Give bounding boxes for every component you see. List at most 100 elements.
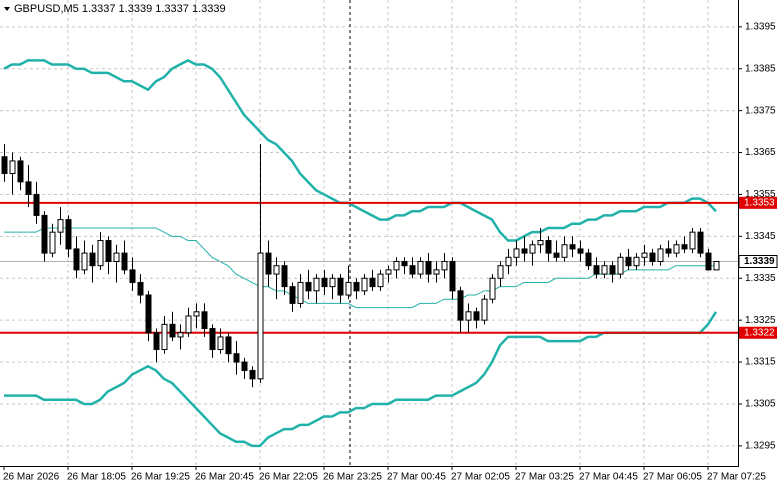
candles (1, 144, 720, 388)
candle-body (289, 286, 296, 304)
candle-body (17, 160, 24, 183)
candle-body (425, 260, 432, 275)
candle-body (329, 277, 336, 288)
y-tick-label: 1.3385 (745, 63, 776, 74)
y-tick-label: 1.3355 (745, 189, 776, 200)
candle-body (257, 252, 264, 380)
level-tag (739, 326, 777, 339)
y-tick-label: 1.3365 (745, 147, 776, 158)
candle-body (49, 231, 56, 254)
candle-body (113, 252, 120, 262)
candle-body (81, 252, 88, 271)
candle-body (505, 256, 512, 267)
candle-body (561, 244, 568, 258)
candle-body (201, 311, 208, 330)
y-tick-label: 1.3335 (745, 273, 776, 284)
x-tick-label: 26 Mar 20:45 (195, 472, 254, 483)
candle-body (9, 160, 16, 174)
candle-body (457, 290, 464, 321)
y-tick-label: 1.3325 (745, 315, 776, 326)
x-tick-label: 27 Mar 07:25 (707, 472, 766, 483)
candle-body (121, 252, 128, 271)
candle-body (393, 260, 400, 271)
candle-body (33, 193, 40, 216)
y-tick-label: 1.3295 (745, 441, 776, 452)
candle-body (441, 260, 448, 271)
candle-body (145, 294, 152, 334)
candle-body (377, 273, 384, 288)
candle-body (225, 336, 232, 355)
axis-labels: 1.3295 1.3305 1.3315 1.3325 1.3335 1.3345 1.33… (3, 21, 778, 483)
x-tick-label: 27 Mar 03:25 (515, 472, 574, 483)
candle-body (369, 277, 376, 288)
level-tag-label: 1.3322 (744, 327, 775, 338)
axes (0, 0, 739, 467)
level-tag-label: 1.3353 (744, 197, 775, 208)
candle-body (681, 244, 688, 250)
candle-body (481, 298, 488, 321)
candle-body (105, 240, 112, 262)
candle-body (73, 248, 80, 271)
candle-body (97, 240, 104, 267)
candle-body (169, 323, 176, 338)
candle-body (601, 265, 608, 275)
candle-body (297, 281, 304, 304)
candle-body (521, 248, 528, 254)
candle-body (665, 248, 672, 254)
candle-body (409, 265, 416, 275)
candle-body (209, 328, 216, 350)
title-arrow (4, 7, 10, 11)
y-tick-label: 1.3345 (745, 231, 776, 242)
candle-body (433, 269, 440, 275)
candle-body (305, 281, 312, 292)
candle-body (633, 256, 640, 267)
candle-body (65, 219, 72, 250)
candle-body (545, 240, 552, 254)
grid (0, 0, 738, 466)
candle-body (337, 277, 344, 296)
level-tag (739, 196, 777, 209)
candle-body (161, 323, 168, 350)
last-price-tag (738, 254, 778, 268)
candle-body (321, 277, 328, 288)
candle-body (713, 260, 720, 271)
candle-body (265, 252, 272, 275)
candle-body (513, 248, 520, 258)
candle-body (241, 361, 248, 371)
candle-body (689, 231, 696, 250)
candle-body (657, 248, 664, 262)
candle-body (593, 265, 600, 275)
x-tick-label: 27 Mar 06:05 (643, 472, 702, 483)
candle-body (57, 219, 64, 233)
x-tick-label: 26 Mar 23:25 (323, 472, 382, 483)
candle-body (177, 332, 184, 338)
candle-body (697, 231, 704, 254)
candle-body (489, 277, 496, 300)
candle-body (361, 277, 368, 292)
candle-body (25, 181, 32, 195)
candle-body (705, 252, 712, 271)
candle-body (41, 214, 48, 254)
candle-body (497, 265, 504, 279)
y-tick-label: 1.3305 (745, 399, 776, 410)
candle-body (569, 244, 576, 250)
candle-body (641, 252, 648, 258)
x-tick-label: 27 Mar 04:45 (579, 472, 638, 483)
band-upper (3, 58, 717, 242)
candle-body (185, 315, 192, 334)
candle-body (233, 353, 240, 363)
x-tick-label: 26 Mar 18:05 (67, 472, 126, 483)
band-lower (4, 311, 718, 448)
candle-body (313, 277, 320, 292)
x-tick-label: 26 Mar 22:05 (259, 472, 318, 483)
candle-body (193, 311, 200, 317)
y-tick-label: 1.3395 (745, 21, 776, 32)
candle-body (401, 260, 408, 267)
y-tick-label: 1.3315 (745, 357, 776, 368)
candle-body (649, 252, 656, 262)
last-price-label: 1.3339 (744, 256, 775, 267)
candle-body (617, 256, 624, 275)
